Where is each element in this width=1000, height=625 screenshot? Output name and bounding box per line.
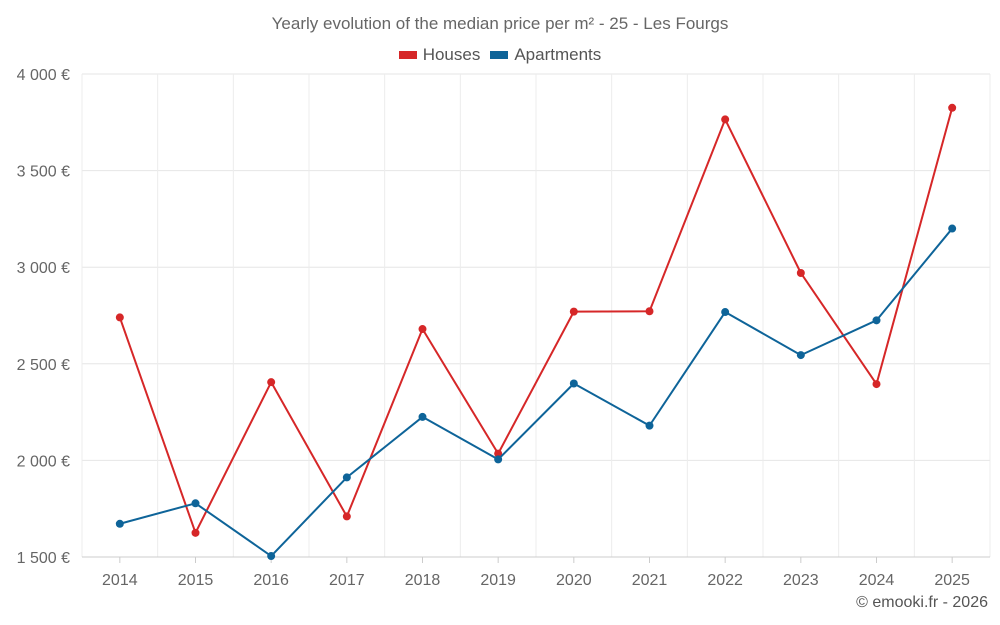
legend-item-houses[interactable]: Houses [398,45,481,65]
data-point-apartments[interactable] [948,224,957,233]
data-point-houses[interactable] [494,449,503,458]
legend: Houses Apartments [0,45,1000,65]
data-point-houses[interactable] [796,268,805,277]
data-point-houses[interactable] [948,103,957,112]
data-point-houses[interactable] [569,307,578,316]
legend-swatch-apartments [490,51,509,59]
series-houses [115,103,957,537]
data-point-apartments[interactable] [191,499,200,508]
series-layer [115,103,957,561]
data-point-houses[interactable] [418,325,427,334]
data-point-houses[interactable] [721,115,730,124]
legend-label-houses: Houses [422,45,481,64]
x-tick-label: 2022 [707,572,743,589]
data-point-houses[interactable] [872,380,881,389]
x-tick-label: 2014 [102,572,138,589]
x-tick-label: 2018 [405,572,441,589]
data-point-apartments[interactable] [721,308,730,317]
data-point-houses[interactable] [267,378,276,387]
x-tick-label: 2023 [783,572,819,589]
x-tick-label: 2019 [480,572,516,589]
data-point-houses[interactable] [342,512,351,521]
data-point-apartments[interactable] [645,421,654,430]
data-point-houses[interactable] [191,528,200,537]
grid [81,73,991,558]
x-tick-label: 2024 [859,572,895,589]
y-tick-label: 1 500 € [17,550,70,567]
axes: 1 500 € 2 000 € 2 500 € 3 000 € 3 500 € 4 000… [17,67,990,589]
y-tick-label: 4 000 € [17,67,70,84]
legend-item-apartments[interactable]: Apartments [490,45,601,65]
data-point-apartments[interactable] [494,455,503,464]
x-tick-label: 2016 [253,572,289,589]
data-point-apartments[interactable] [796,351,805,360]
series-line-apartments [119,227,953,558]
y-tick-label: 3 500 € [17,164,70,181]
data-point-houses[interactable] [115,313,124,322]
data-point-apartments[interactable] [267,552,276,561]
y-tick-label: 2 500 € [17,357,70,374]
y-tick-label: 3 000 € [17,260,70,277]
data-point-apartments[interactable] [872,316,881,325]
x-tick-label: 2020 [556,572,592,589]
x-tick-label: 2025 [934,572,970,589]
data-point-apartments[interactable] [569,379,578,388]
chart-title: Yearly evolution of the median price per… [271,14,729,33]
x-tick-label: 2021 [632,572,668,589]
legend-label-apartments: Apartments [514,45,602,64]
data-point-houses[interactable] [645,307,654,316]
y-tick-label: 2 000 € [17,453,70,470]
legend-swatch-houses [398,51,417,59]
x-tick-label: 2017 [329,572,365,589]
series-line-houses [118,107,954,534]
data-point-apartments[interactable] [418,412,427,421]
x-tick-label: 2015 [178,572,214,589]
series-apartments [115,224,957,561]
data-point-apartments[interactable] [342,473,351,482]
data-point-apartments[interactable] [115,519,124,528]
copyright-text: © emooki.fr - 2026 [856,594,988,611]
